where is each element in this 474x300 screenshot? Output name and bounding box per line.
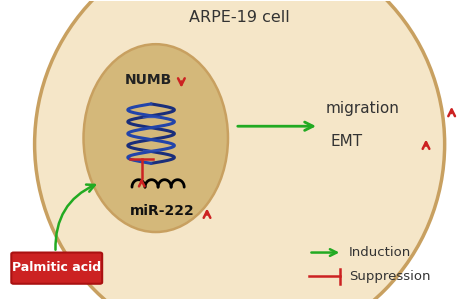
FancyBboxPatch shape [11, 253, 102, 284]
Text: migration: migration [326, 101, 400, 116]
Text: ARPE-19 cell: ARPE-19 cell [189, 10, 290, 25]
Text: EMT: EMT [330, 134, 363, 148]
Ellipse shape [83, 44, 228, 232]
Text: NUMB: NUMB [125, 73, 173, 87]
Text: Suppression: Suppression [349, 270, 431, 283]
Text: Induction: Induction [349, 246, 411, 259]
Text: Palmitic acid: Palmitic acid [12, 262, 101, 275]
Text: miR-222: miR-222 [130, 204, 195, 218]
Ellipse shape [35, 0, 445, 300]
